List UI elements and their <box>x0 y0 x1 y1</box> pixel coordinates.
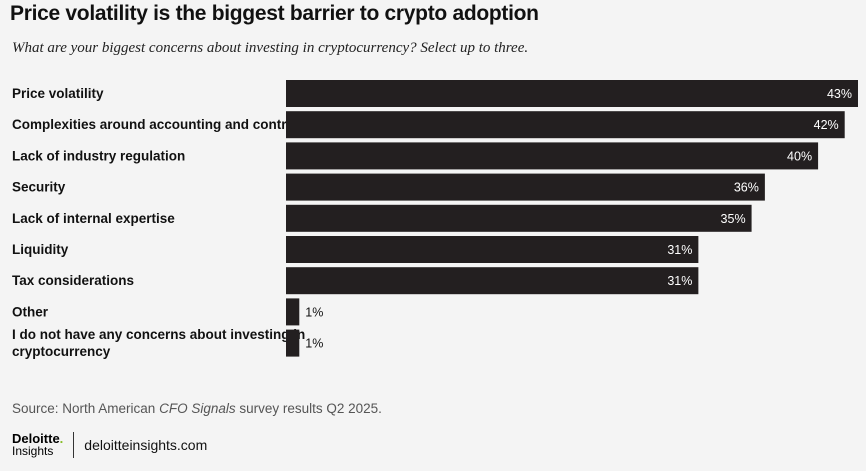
bar-chart: Price volatility 43% Complexities around a… <box>12 80 858 359</box>
category-label-line: I do not have any concerns about investi… <box>12 327 305 342</box>
deloitte-insights-logo: Deloitte. Insights <box>12 431 64 458</box>
logo-dot: . <box>59 431 64 446</box>
source-suffix: survey results Q2 2025. <box>235 401 382 416</box>
source-note: Source: North American CFO Signals surve… <box>12 401 382 416</box>
bar <box>286 111 845 139</box>
source-prefix: Source: North American <box>12 401 160 416</box>
value-label: 43% <box>827 87 852 101</box>
category-label: Complexities around accounting and contr… <box>12 117 306 132</box>
value-label: 40% <box>787 149 812 163</box>
value-label: 31% <box>667 243 692 257</box>
bar <box>286 329 300 357</box>
value-label: 42% <box>814 118 839 132</box>
value-label: 31% <box>667 274 692 288</box>
category-label-line: Liquidity <box>12 242 69 257</box>
category-label: Lack of industry regulation <box>12 148 185 163</box>
category-label-line: Complexities around accounting and contr… <box>12 117 306 132</box>
category-label-line: Tax considerations <box>12 273 134 288</box>
category-label-line: Price volatility <box>12 86 104 101</box>
bar <box>286 80 858 107</box>
value-label: 1% <box>305 305 323 319</box>
footer-divider <box>73 432 75 458</box>
category-label-line: cryptocurrency <box>12 344 111 359</box>
bar <box>286 173 765 201</box>
source-italic: CFO Signals <box>159 401 236 416</box>
category-label-line: Lack of industry regulation <box>12 148 185 163</box>
category-label: Other <box>12 304 49 319</box>
value-label: 35% <box>721 212 746 226</box>
category-label: Tax considerations <box>12 273 134 288</box>
category-label: Security <box>12 180 66 195</box>
site-link[interactable]: deloitteinsights.com <box>84 437 208 453</box>
category-label-line: Security <box>12 180 66 195</box>
chart-subtitle: What are your biggest concerns about inv… <box>12 40 529 56</box>
bar <box>286 142 819 170</box>
bar <box>286 204 752 232</box>
value-label: 36% <box>734 181 759 195</box>
category-label-line: Lack of internal expertise <box>12 211 175 226</box>
bar <box>286 298 300 326</box>
category-label-line: Other <box>12 304 49 319</box>
category-label: Liquidity <box>12 242 69 257</box>
logo-main: Deloitte. <box>12 431 64 446</box>
logo-sub: Insights <box>12 444 54 458</box>
category-label: Lack of internal expertise <box>12 211 175 226</box>
value-label: 1% <box>305 337 323 351</box>
logo-wordmark: Deloitte <box>12 431 60 446</box>
footer: Deloitte. Insights deloitteinsights.com <box>12 432 207 458</box>
category-label: I do not have any concerns about investi… <box>12 327 305 359</box>
category-label: Price volatility <box>12 86 104 101</box>
chart-title: Price volatility is the biggest barrier … <box>10 2 539 25</box>
bar <box>286 236 699 263</box>
bar <box>286 267 699 295</box>
